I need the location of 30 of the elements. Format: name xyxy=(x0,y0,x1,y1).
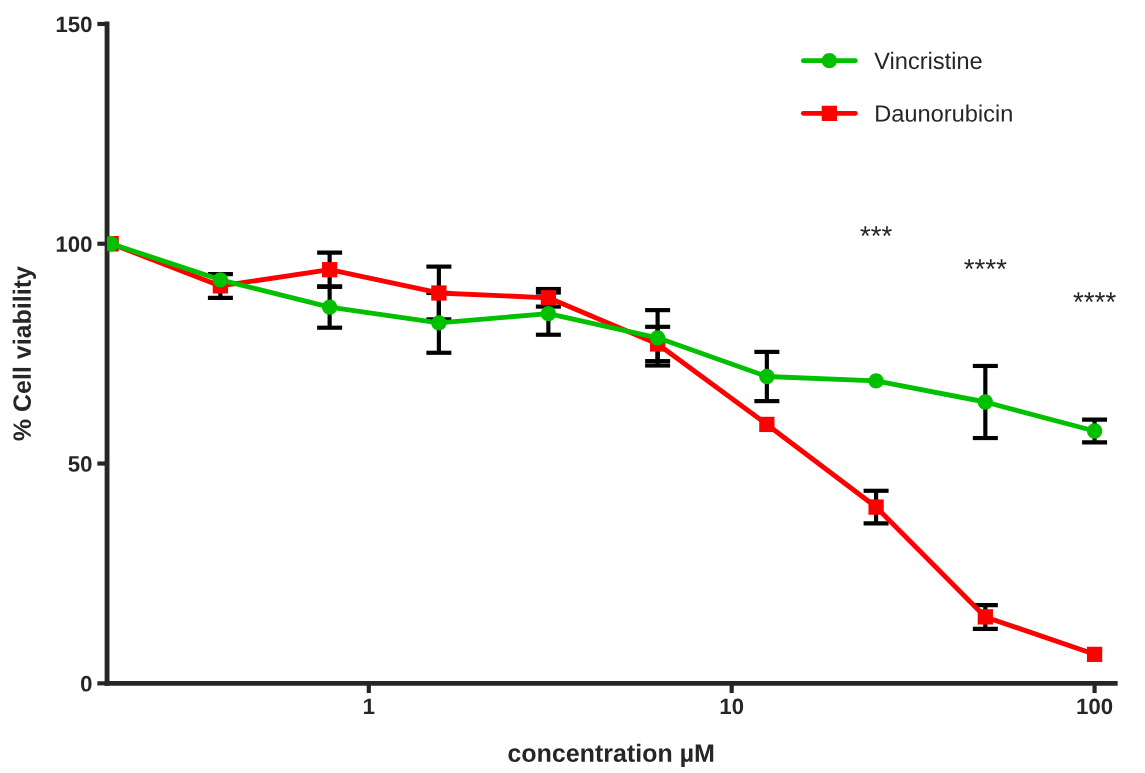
y-tick-label: 150 xyxy=(56,16,92,33)
point xyxy=(540,290,557,306)
point xyxy=(431,315,447,331)
x-tick-label: 1 xyxy=(364,698,375,715)
point xyxy=(977,609,993,625)
x-tick-label: 100 xyxy=(1077,698,1113,715)
point xyxy=(540,306,557,322)
point xyxy=(322,262,338,278)
y-axis-title: % Cell viability xyxy=(12,266,36,441)
point xyxy=(977,394,993,410)
point xyxy=(868,499,884,515)
annotation: *** xyxy=(860,226,892,237)
point xyxy=(649,330,666,346)
point xyxy=(1086,646,1103,662)
point xyxy=(759,416,775,433)
legend-label: Vincristine xyxy=(874,51,982,70)
x-axis-title: concentration µM xyxy=(508,743,714,767)
x-tick-label: 10 xyxy=(720,698,744,715)
point xyxy=(759,368,775,385)
y-tick-label: 0 xyxy=(80,675,92,692)
annotation: **** xyxy=(1073,292,1116,303)
point xyxy=(212,272,229,288)
annotation: **** xyxy=(964,259,1007,270)
legend-label: Daunorubicin xyxy=(876,104,1012,122)
point xyxy=(868,373,884,389)
y-tick-label: 50 xyxy=(68,456,92,472)
y-tick-label: 100 xyxy=(56,236,92,253)
point xyxy=(322,299,338,315)
point xyxy=(1086,423,1103,439)
point xyxy=(431,285,447,301)
